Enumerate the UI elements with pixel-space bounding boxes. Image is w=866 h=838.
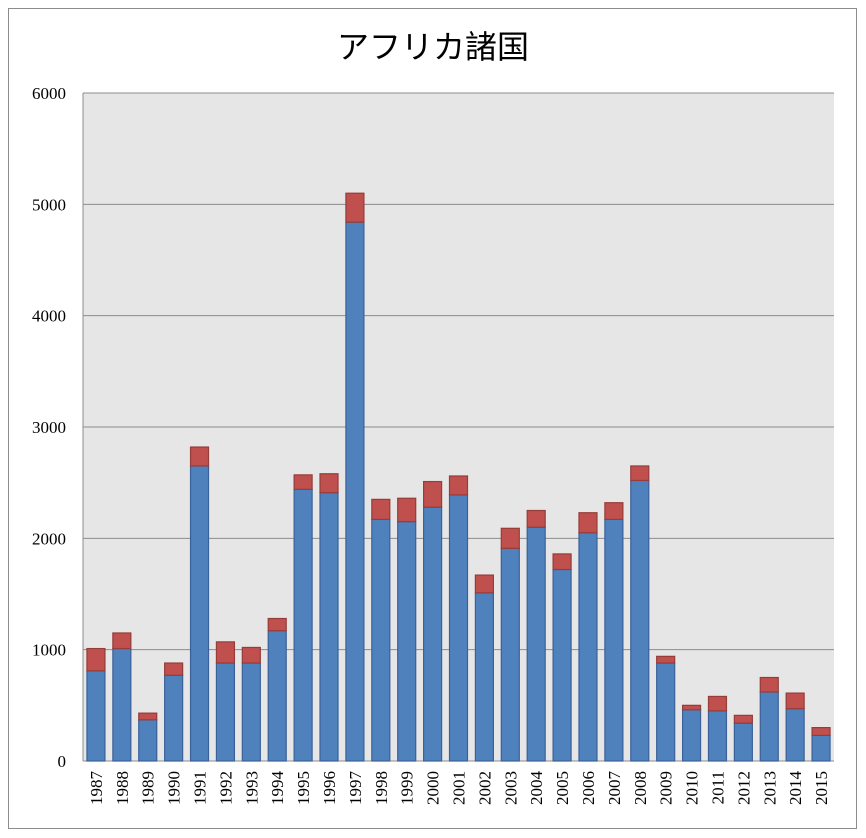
bar-segment-2008-series-2 <box>630 465 650 482</box>
x-tick-label: 2013 <box>760 771 779 805</box>
bar-segment-2007-series-2 <box>604 502 624 521</box>
bar-segment-1997-series-2 <box>345 192 365 223</box>
bar-segment-1990-series-1 <box>164 674 184 762</box>
bar-segment-1997-series-1 <box>345 221 365 762</box>
bar-segment-2015-series-1 <box>811 734 831 762</box>
y-tick-label: 1000 <box>32 641 66 660</box>
x-tick-label: 2005 <box>553 771 572 805</box>
bar-segment-2005-series-2 <box>552 553 572 571</box>
x-tick-label: 2002 <box>475 771 494 805</box>
x-tick-label: 1988 <box>113 771 132 805</box>
x-tick-label: 2007 <box>605 771 624 806</box>
bar-segment-2007-series-1 <box>604 518 624 762</box>
bar-segment-1987-series-2 <box>86 647 106 672</box>
chart-title: アフリカ諸国 <box>336 28 529 66</box>
bar-segment-1988-series-2 <box>112 632 132 650</box>
x-tick-label: 1998 <box>372 771 391 805</box>
bar-segment-1999-series-2 <box>397 497 417 523</box>
x-tick-label: 2004 <box>527 771 546 806</box>
x-tick-label: 2015 <box>812 771 831 805</box>
y-tick-label: 6000 <box>32 84 66 103</box>
bar-segment-1989-series-1 <box>138 719 158 762</box>
bar-segment-1996-series-2 <box>319 473 339 494</box>
y-tick-label: 0 <box>58 752 67 771</box>
bar-segment-2006-series-1 <box>578 532 598 762</box>
bar-segment-1991-series-1 <box>189 465 210 762</box>
x-tick-label: 2014 <box>786 771 805 806</box>
x-tick-label: 2000 <box>424 771 443 805</box>
bar-segment-1994-series-1 <box>267 630 287 762</box>
bar-segment-2014-series-2 <box>785 692 805 710</box>
bar-segment-2005-series-1 <box>552 568 572 762</box>
bar-segment-1991-series-2 <box>189 446 210 467</box>
x-tick-label: 1993 <box>242 771 261 805</box>
bar-segment-2011-series-2 <box>707 695 728 712</box>
y-tick-label: 5000 <box>32 195 66 214</box>
bar-segment-2000-series-1 <box>423 506 443 762</box>
y-tick-label: 2000 <box>32 529 66 548</box>
bar-segment-1999-series-1 <box>397 521 417 762</box>
bar-segment-2003-series-2 <box>500 527 520 549</box>
bar-segment-2004-series-2 <box>526 509 546 528</box>
bar-segment-2010-series-1 <box>681 709 702 762</box>
bar-segment-2010-series-2 <box>681 704 702 711</box>
bar-segment-2013-series-2 <box>759 676 779 693</box>
y-tick-label: 4000 <box>32 307 66 326</box>
x-tick-label: 1987 <box>87 771 106 806</box>
bar-segment-2012-series-1 <box>733 722 753 762</box>
bar-segment-1992-series-1 <box>215 662 236 762</box>
x-tick-label: 1996 <box>320 771 339 805</box>
x-tick-label: 1991 <box>191 771 210 805</box>
bar-segment-2012-series-2 <box>733 714 753 724</box>
x-tick-label: 1997 <box>346 771 365 806</box>
bar-segment-2013-series-1 <box>759 691 779 762</box>
x-tick-label: 1992 <box>216 771 235 805</box>
bar-segment-2008-series-1 <box>630 479 650 762</box>
bar-segment-1992-series-2 <box>215 641 236 664</box>
x-tick-label: 2010 <box>683 771 702 805</box>
bar-segment-1994-series-2 <box>267 617 287 632</box>
bar-segment-2000-series-2 <box>423 480 443 508</box>
x-tick-label: 2003 <box>501 771 520 805</box>
bar-segment-1989-series-2 <box>138 712 158 721</box>
bar-segment-2009-series-2 <box>656 655 676 664</box>
x-tick-label: 1995 <box>294 771 313 805</box>
bar-segment-1995-series-2 <box>293 474 313 490</box>
chart-frame <box>8 8 857 829</box>
x-tick-label: 2006 <box>579 771 598 805</box>
bar-segment-1998-series-2 <box>371 498 391 521</box>
bar-segment-2004-series-1 <box>526 526 546 762</box>
x-tick-label: 1999 <box>398 771 417 805</box>
x-tick-label: 1989 <box>139 771 158 805</box>
bar-segment-1995-series-1 <box>293 488 313 762</box>
bar-segment-1996-series-1 <box>319 492 339 762</box>
x-tick-label: 2012 <box>734 771 753 805</box>
bar-segment-1988-series-1 <box>112 647 132 762</box>
bar-segment-1993-series-2 <box>241 646 261 664</box>
bar-segment-1998-series-1 <box>371 518 391 762</box>
y-tick-label: 3000 <box>32 418 66 437</box>
x-tick-label: 2011 <box>708 771 727 804</box>
bar-segment-1993-series-1 <box>241 662 261 762</box>
bar-segment-1987-series-1 <box>86 670 106 762</box>
bar-segment-2002-series-2 <box>474 574 494 594</box>
bar-segment-2009-series-1 <box>656 662 676 762</box>
x-tick-label: 2008 <box>631 771 650 805</box>
bar-segment-2014-series-1 <box>785 708 805 762</box>
x-tick-label: 2009 <box>657 771 676 805</box>
bar-segment-2001-series-2 <box>448 475 469 496</box>
bar-segment-2001-series-1 <box>448 494 469 762</box>
bar-segment-2003-series-1 <box>500 547 520 762</box>
x-tick-label: 2001 <box>450 771 469 805</box>
bar-segment-2015-series-2 <box>811 726 831 736</box>
bar-segment-2002-series-1 <box>474 592 494 762</box>
bar-segment-2006-series-2 <box>578 512 598 534</box>
x-tick-label: 1990 <box>165 771 184 805</box>
bar-segment-1990-series-2 <box>164 662 184 676</box>
x-tick-label: 1994 <box>268 771 287 806</box>
bar-segment-2011-series-1 <box>707 710 728 762</box>
